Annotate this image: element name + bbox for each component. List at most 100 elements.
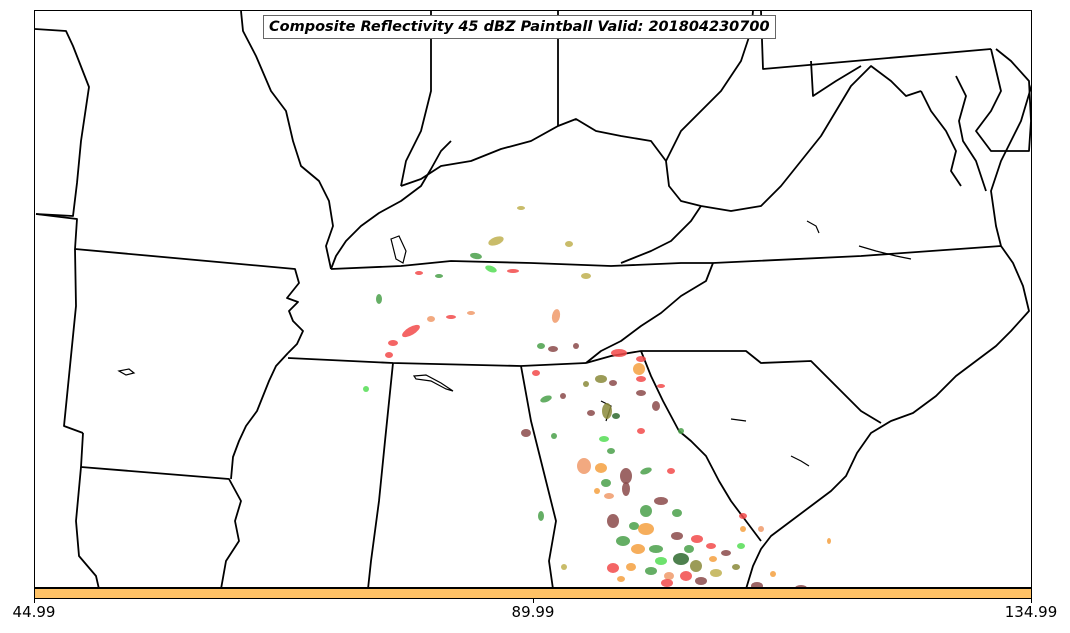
state-boundaries [35,11,1031,587]
storm-cell [709,556,717,562]
storm-cell [691,535,703,543]
colorbar-tick-mark [533,599,534,603]
storm-cell [758,526,764,532]
storm-cell [537,343,545,349]
storm-cell [376,294,382,304]
storm-cell [388,340,398,346]
storm-cell [684,545,694,553]
storm-cell [521,429,531,437]
storm-cell [602,403,612,419]
storm-cell [601,479,611,487]
storm-cell [415,271,423,275]
lakes-and-rivers [117,220,912,467]
storm-cell [739,513,747,519]
storm-cell [695,577,707,585]
storm-cell [488,236,504,246]
storm-cell [690,560,702,572]
storm-cell [612,413,620,419]
storm-cell [654,497,668,505]
map-title: Composite Reflectivity 45 dBZ Paintball … [263,15,776,39]
storm-cell [611,349,627,357]
storm-cell [538,511,544,521]
map-panel [34,10,1032,588]
storm-cell [636,390,646,396]
storm-cell [517,206,525,210]
storm-cell [645,567,657,575]
storm-cell [561,564,567,570]
storm-cell [667,468,675,474]
map-canvas [35,11,1031,587]
storm-cell [706,543,716,549]
storm-cell [532,370,540,376]
storm-cell [609,380,617,386]
storm-cell [620,468,632,484]
storm-cell [485,265,497,273]
storm-cell [594,488,600,494]
storm-cell [583,381,589,387]
storm-cell [607,563,619,573]
storm-cell [385,352,393,358]
storm-cell [655,557,667,565]
storm-cell [581,273,591,279]
storm-cell [595,463,607,473]
storm-cell [664,572,674,580]
storm-cell [740,526,746,532]
storm-cell [795,585,807,587]
storm-cell [540,395,552,403]
storm-cell [599,436,609,442]
storm-cell [678,428,684,434]
storm-cell [661,579,673,587]
storm-cell [446,315,456,319]
storm-cell [595,375,607,383]
storm-cell [673,553,689,565]
storm-cell [737,543,745,549]
storm-cell [604,493,614,499]
storm-cell [680,571,692,581]
storm-cell [710,569,722,577]
storm-cell [402,324,420,338]
storm-cell [636,376,646,382]
colorbar-tick-label-mid: 89.99 [511,603,555,621]
storm-cell [507,269,519,273]
colorbar-tick-mark [34,599,35,603]
storm-cell [629,522,639,530]
storm-cell [671,532,683,540]
storm-cell [560,393,566,399]
storm-cell [637,428,645,434]
colorbar-tick-mark [1031,599,1032,603]
storm-cell [573,343,579,349]
storm-cell [435,274,443,278]
storm-cell [732,564,740,570]
storm-cell [721,550,731,556]
storm-cell [548,346,558,352]
storm-cell [827,538,831,544]
reflectivity-paintball-cells [363,206,831,587]
storm-cell [631,544,645,554]
storm-cell [577,458,591,474]
storm-cell [633,363,645,375]
storm-cell [638,523,654,535]
storm-cell [565,241,573,247]
storm-cell [626,563,636,571]
storm-cell [551,309,561,323]
storm-cell [640,505,652,517]
storm-cell [640,467,652,475]
storm-cell [652,401,660,411]
colorbar-tick-label-min: 44.99 [12,603,56,621]
storm-cell [587,410,595,416]
storm-cell [427,316,435,322]
storm-cell [467,311,475,315]
storm-cell [657,384,665,388]
storm-cell [616,536,630,546]
storm-cell [607,514,619,528]
storm-cell [649,545,663,553]
storm-cell [551,433,557,439]
storm-cell [622,482,630,496]
storm-cell [363,386,369,392]
storm-cell [751,582,763,587]
colorbar [34,588,1032,599]
storm-cell [636,356,646,362]
storm-cell [470,252,482,260]
storm-cell [617,576,625,582]
storm-cell [770,571,776,577]
